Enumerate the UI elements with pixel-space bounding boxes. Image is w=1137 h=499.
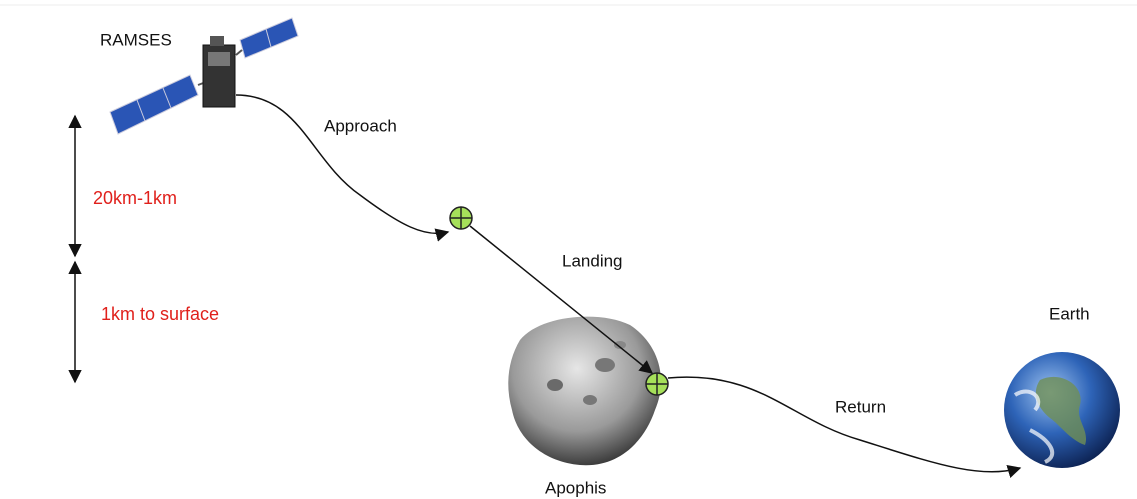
planet-label: Earth: [1049, 304, 1090, 323]
range-label: 1km to surface: [101, 304, 219, 324]
diagram: RAMSES Apophis Earth Approach Landing Re…: [0, 0, 1137, 499]
return-path: [668, 377, 1020, 472]
page: RAMSES Apophis Earth Approach Landing Re…: [0, 0, 1137, 499]
asteroid-label: Apophis: [545, 478, 606, 497]
asteroid: [508, 317, 661, 466]
spacecraft-label: RAMSES: [100, 30, 172, 49]
landing-label: Landing: [562, 251, 623, 270]
earth: [1004, 352, 1120, 468]
range-label: 20km-1km: [93, 188, 177, 208]
return-label: Return: [835, 397, 886, 416]
approach-label: Approach: [324, 116, 397, 135]
waypoint: [450, 207, 472, 229]
waypoint: [646, 373, 668, 395]
